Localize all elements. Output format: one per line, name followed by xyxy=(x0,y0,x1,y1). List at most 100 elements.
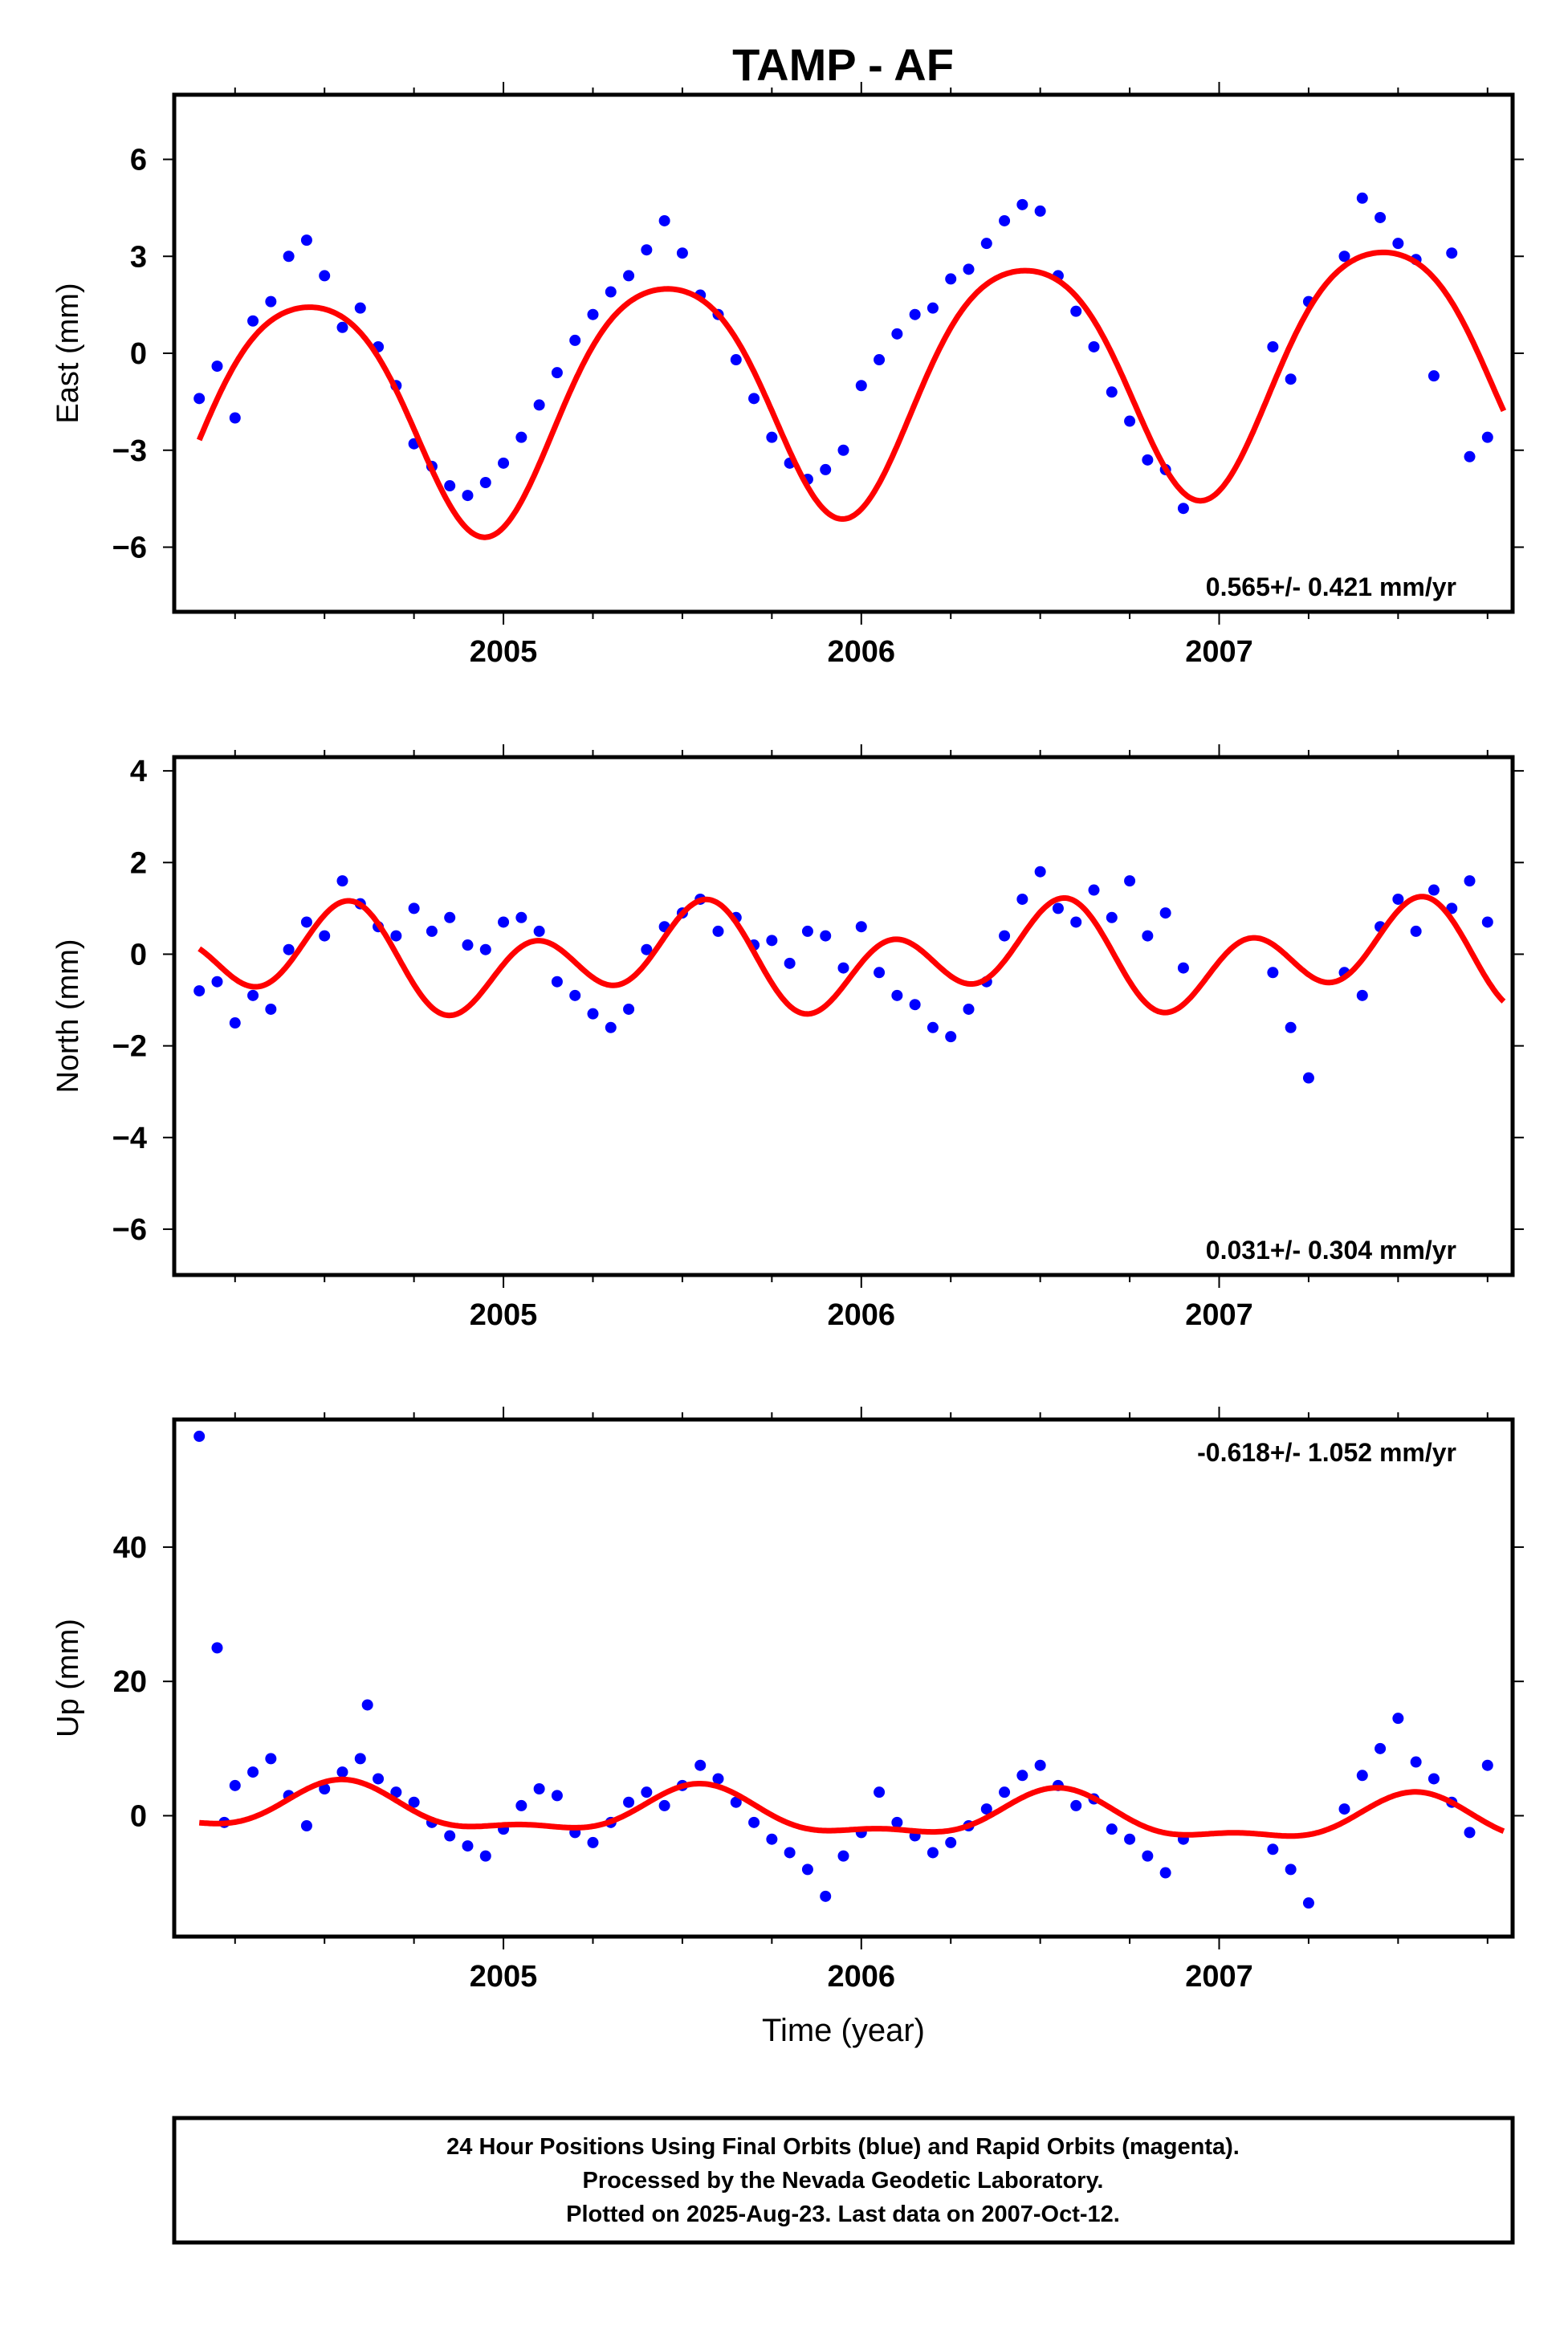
up-data-point xyxy=(874,1786,886,1798)
up-data-point xyxy=(1375,1742,1387,1754)
up-data-point xyxy=(247,1766,259,1778)
east-data-point xyxy=(945,273,957,285)
north-data-point xyxy=(390,930,402,942)
north-data-point xyxy=(712,925,724,937)
east-data-point xyxy=(462,490,474,502)
east-data-point xyxy=(1338,251,1350,263)
north-x-tick-label: 2007 xyxy=(1185,1298,1253,1332)
north-data-point xyxy=(569,989,581,1001)
east-data-point xyxy=(999,214,1011,226)
north-data-point xyxy=(784,957,796,969)
up-data-point xyxy=(1356,1770,1368,1782)
north-data-point xyxy=(193,985,206,997)
north-data-point xyxy=(408,902,420,914)
east-data-point xyxy=(980,238,992,250)
east-data-point xyxy=(874,354,886,366)
east-data-point xyxy=(193,393,206,405)
north-y-axis-label: North (mm) xyxy=(51,939,85,1093)
east-data-point xyxy=(300,234,312,246)
up-y-axis-label: Up (mm) xyxy=(51,1619,85,1737)
up-y-tick-label: 40 xyxy=(113,1531,147,1565)
east-data-point xyxy=(1392,238,1404,250)
chart-title: TAMP - AF xyxy=(732,39,954,90)
up-data-point xyxy=(354,1753,366,1765)
up-data-point xyxy=(479,1850,491,1862)
up-data-point xyxy=(945,1836,957,1848)
east-data-point xyxy=(1088,340,1100,352)
up-data-point xyxy=(1392,1713,1404,1725)
footer-box: 24 Hour Positions Using Final Orbits (bl… xyxy=(172,2116,1515,2245)
north-data-point xyxy=(336,875,348,887)
east-data-point xyxy=(1177,503,1189,515)
north-y-tick-label: 0 xyxy=(130,938,147,972)
north-data-point xyxy=(623,1003,635,1015)
east-data-point xyxy=(909,308,921,320)
up-data-point xyxy=(1427,1773,1440,1785)
up-data-point xyxy=(999,1786,1011,1798)
north-data-point xyxy=(963,1003,975,1015)
up-data-point xyxy=(623,1796,635,1808)
north-x-tick-label: 2005 xyxy=(470,1298,538,1332)
east-data-point xyxy=(1464,450,1476,462)
east-data-point xyxy=(1356,192,1368,204)
up-data-point xyxy=(1016,1770,1028,1782)
east-data-point xyxy=(676,247,688,259)
east-data-point xyxy=(605,286,617,298)
up-rate-label: -0.618+/- 1.052 mm/yr xyxy=(1197,1438,1456,1467)
north-data-point xyxy=(1410,925,1422,937)
north-data-point xyxy=(605,1021,617,1033)
up-data-point xyxy=(1464,1827,1476,1839)
east-data-point xyxy=(211,360,223,373)
up-data-point xyxy=(211,1642,223,1654)
up-data-point xyxy=(1481,1759,1493,1771)
north-data-point xyxy=(247,989,259,1001)
east-data-point xyxy=(927,302,939,314)
north-y-tick-label: −4 xyxy=(112,1122,147,1155)
east-data-point xyxy=(587,308,599,320)
east-data-point xyxy=(229,412,241,424)
north-data-point xyxy=(426,925,438,937)
north-data-point xyxy=(1302,1072,1314,1084)
north-data-point xyxy=(211,976,223,988)
north-data-point xyxy=(229,1017,241,1029)
north-data-point xyxy=(837,962,849,974)
east-y-axis-label: East (mm) xyxy=(51,283,85,423)
east-data-point xyxy=(1446,247,1458,259)
east-panel: 2005 2006 2007 −6 −3 0 3 6 East (mm) 0.565+/- 0.4… xyxy=(51,82,1524,669)
east-data-point xyxy=(748,393,760,405)
up-plot-frame xyxy=(172,1417,1515,1939)
east-data-point xyxy=(1267,340,1279,352)
footer-frame xyxy=(172,2116,1515,2245)
east-data-point xyxy=(1427,370,1440,382)
up-x-tick-label: 2007 xyxy=(1185,1960,1253,1994)
east-data-point xyxy=(533,399,545,411)
up-fit-line xyxy=(198,1776,1505,1839)
east-data-point xyxy=(1034,205,1046,217)
east-data-point xyxy=(1285,373,1297,385)
north-data-point xyxy=(1142,930,1154,942)
north-fit-line xyxy=(198,894,1506,1019)
east-data-point xyxy=(1481,431,1493,443)
east-y-tick-label: −6 xyxy=(112,532,147,565)
north-plot-frame xyxy=(172,755,1515,1277)
north-data-point xyxy=(498,916,510,928)
north-data-point xyxy=(444,911,456,923)
north-data-point xyxy=(891,989,903,1001)
up-data-point xyxy=(1267,1843,1279,1855)
north-data-point xyxy=(909,999,921,1011)
east-data-point xyxy=(658,214,670,226)
east-data-point xyxy=(820,463,832,475)
up-data-point xyxy=(1159,1867,1171,1879)
north-data-point xyxy=(927,1021,939,1033)
up-data-point xyxy=(300,1820,312,1831)
up-data-point xyxy=(444,1830,456,1842)
up-data-point xyxy=(265,1753,277,1765)
east-x-tick-label: 2007 xyxy=(1185,635,1253,669)
east-data-point xyxy=(265,295,277,308)
east-y-tick-label: 6 xyxy=(130,144,147,177)
up-data-point xyxy=(551,1790,563,1802)
up-data-point xyxy=(980,1803,992,1815)
north-data-point xyxy=(1159,907,1171,919)
up-data-point xyxy=(193,1430,206,1442)
